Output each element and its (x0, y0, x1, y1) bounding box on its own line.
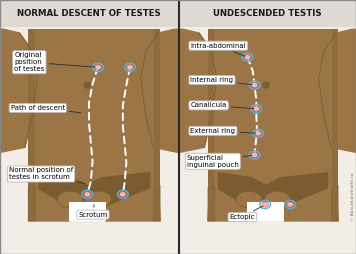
Ellipse shape (255, 131, 261, 136)
Text: Scrotum: Scrotum (78, 205, 108, 218)
Ellipse shape (262, 82, 270, 89)
Polygon shape (39, 173, 150, 211)
Polygon shape (284, 185, 338, 221)
FancyBboxPatch shape (69, 202, 106, 221)
FancyBboxPatch shape (154, 29, 160, 221)
FancyBboxPatch shape (208, 29, 338, 221)
Polygon shape (319, 29, 356, 152)
Text: Original
position
of testes: Original position of testes (14, 52, 95, 72)
Text: External ring: External ring (190, 128, 255, 134)
Ellipse shape (287, 202, 293, 207)
Polygon shape (28, 185, 69, 221)
Text: UNDESCENDED TESTIS: UNDESCENDED TESTIS (213, 9, 322, 18)
FancyBboxPatch shape (179, 0, 356, 27)
Ellipse shape (236, 191, 262, 208)
Ellipse shape (262, 202, 268, 207)
Ellipse shape (127, 65, 133, 70)
Polygon shape (208, 185, 214, 221)
Polygon shape (154, 185, 160, 221)
Text: Internal ring: Internal ring (190, 77, 252, 85)
Ellipse shape (244, 55, 251, 60)
Ellipse shape (265, 191, 290, 208)
Polygon shape (105, 185, 160, 221)
FancyBboxPatch shape (28, 29, 35, 221)
Ellipse shape (83, 82, 91, 89)
Ellipse shape (251, 83, 258, 88)
FancyBboxPatch shape (208, 29, 214, 221)
Polygon shape (141, 29, 178, 152)
Text: Ectopic: Ectopic (230, 206, 263, 220)
Text: Intra-abdominal: Intra-abdominal (190, 43, 246, 56)
Polygon shape (28, 185, 35, 221)
Text: Path of descent: Path of descent (11, 105, 81, 113)
FancyBboxPatch shape (0, 0, 179, 27)
Text: Canalicula: Canalicula (190, 102, 253, 108)
Text: NORMAL DESCENT OF TESTES: NORMAL DESCENT OF TESTES (17, 9, 161, 18)
Ellipse shape (120, 192, 126, 197)
FancyBboxPatch shape (247, 202, 284, 221)
Ellipse shape (84, 192, 90, 197)
Polygon shape (332, 185, 338, 221)
Text: © AboutKidsHealth.ca: © AboutKidsHealth.ca (351, 172, 355, 221)
Polygon shape (0, 29, 37, 152)
Ellipse shape (86, 191, 111, 208)
Polygon shape (219, 173, 328, 211)
Polygon shape (208, 185, 248, 221)
Ellipse shape (253, 106, 260, 111)
FancyBboxPatch shape (332, 29, 338, 221)
Ellipse shape (57, 191, 83, 208)
Ellipse shape (95, 65, 101, 70)
FancyBboxPatch shape (28, 29, 160, 221)
Text: Normal position of
testes in scrotum: Normal position of testes in scrotum (9, 167, 84, 184)
Polygon shape (179, 29, 217, 152)
Ellipse shape (251, 152, 258, 157)
Text: Superficial
inguinal pouch: Superficial inguinal pouch (187, 155, 252, 168)
